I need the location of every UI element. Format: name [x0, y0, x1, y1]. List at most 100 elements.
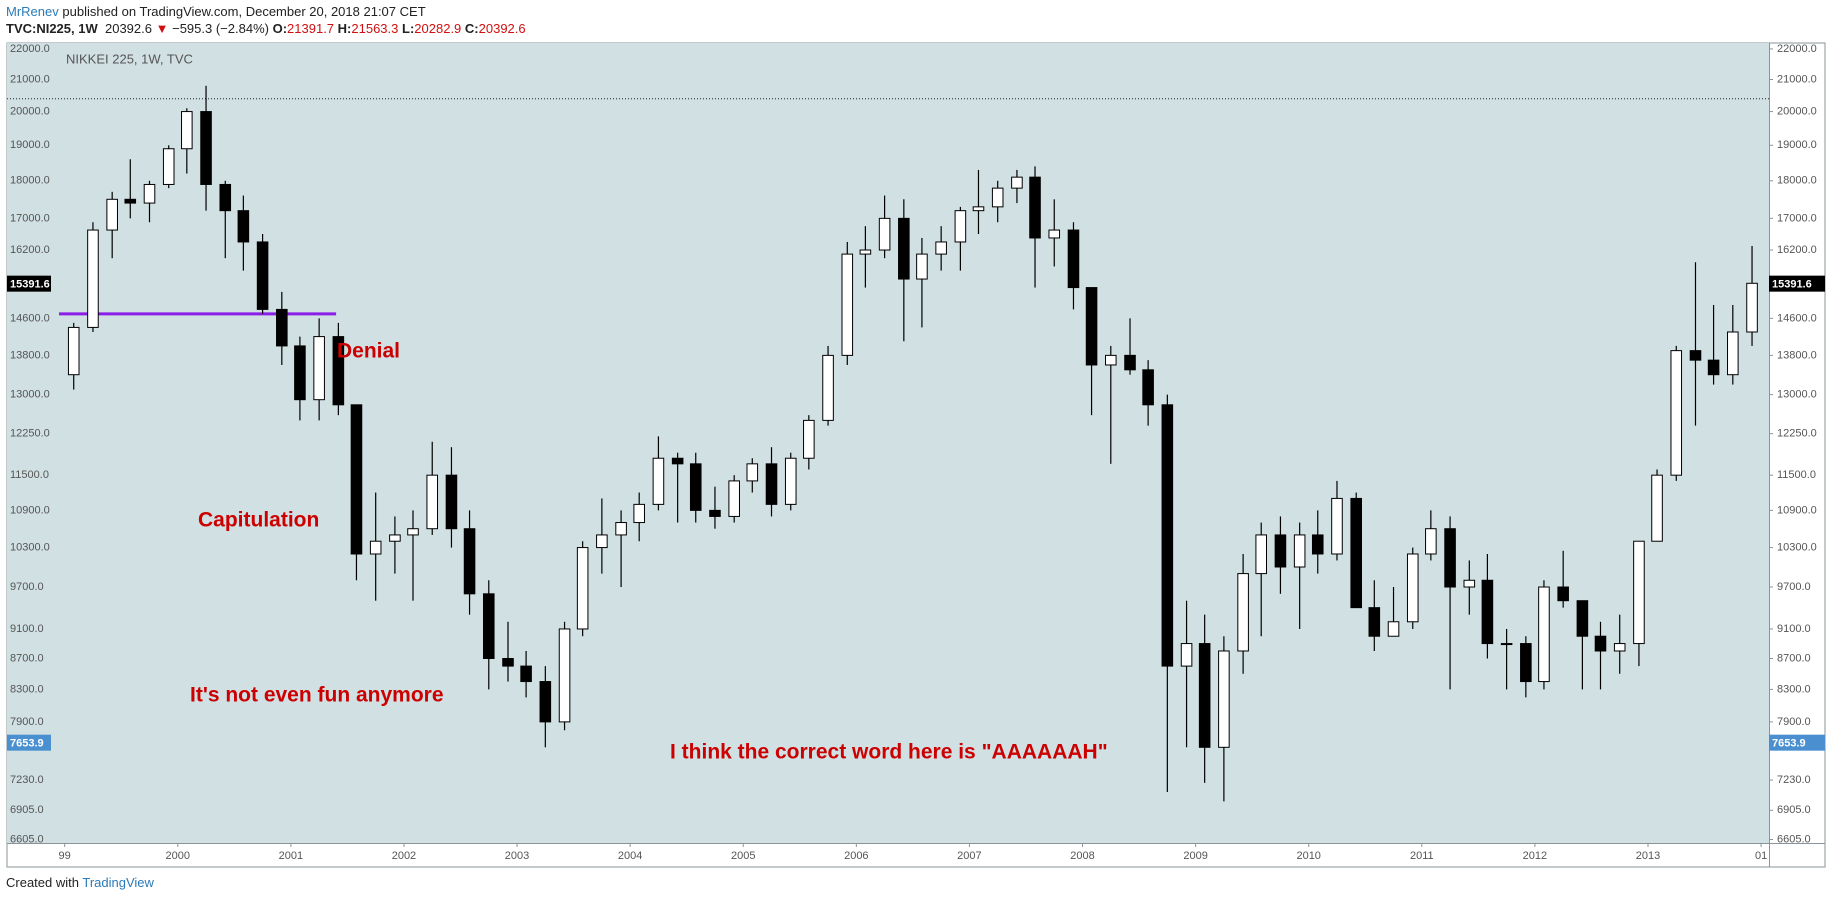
candle-body: [1198, 643, 1211, 748]
candle-body: [1293, 534, 1306, 568]
o-label: O:: [272, 21, 288, 36]
y-tick-label: 9700.0: [10, 581, 44, 593]
y-tick-label: 22000.0: [10, 43, 50, 55]
candle-body: [1029, 176, 1041, 239]
candle-body: [482, 593, 495, 659]
x-tick-label: 2011: [1410, 850, 1434, 862]
annotation: Denial: [337, 340, 400, 363]
candle-body: [181, 111, 193, 150]
y-tick-label: 17000.0: [10, 212, 50, 224]
candle-body: [916, 253, 928, 280]
candle-body: [1067, 229, 1080, 289]
candle-body: [878, 217, 891, 251]
candle-body: [972, 206, 985, 212]
candle-body: [1500, 643, 1513, 646]
candle-body: [463, 528, 476, 595]
candle-body: [332, 336, 345, 406]
y-tick-label: 11500.0: [10, 469, 49, 481]
annotation: It's not even fun anymore: [190, 684, 444, 707]
y-tick-label: 22000.0: [1777, 43, 1817, 55]
x-tick-label: 2004: [618, 850, 642, 862]
y-tick-label: 18000.0: [1777, 175, 1817, 187]
candle-body: [313, 336, 325, 401]
candle-body: [502, 657, 514, 667]
footer-text: Created with: [6, 875, 79, 890]
y-tick-label: 6605.0: [1777, 833, 1811, 845]
candle-body: [633, 503, 645, 524]
chart-title: NIKKEI 225, 1W, TVC: [66, 51, 193, 66]
candle-body: [1538, 586, 1550, 683]
candle-body: [841, 253, 854, 356]
candle-body: [1331, 497, 1343, 555]
quote-line: TVC:NI225, 1W 20392.6 ▼ −595.3 (−2.84%) …: [6, 21, 526, 36]
candle-body: [558, 628, 571, 723]
candle-body: [1651, 474, 1663, 542]
candle-body: [389, 534, 401, 542]
y-tick-label: 6905.0: [1777, 804, 1811, 816]
candle-body: [1670, 350, 1683, 476]
price-marker-label: 15391.6: [10, 279, 50, 291]
y-tick-label: 13000.0: [10, 389, 50, 401]
arrow: ▼: [155, 21, 169, 36]
y-tick-label: 8300.0: [1777, 683, 1811, 695]
x-tick-label: 2013: [1636, 850, 1660, 862]
candle-body: [539, 681, 552, 723]
price-marker-label: 7653.9: [10, 738, 44, 750]
x-tick-label: 2002: [392, 850, 416, 862]
candle-body: [576, 547, 589, 630]
y-tick-label: 9700.0: [1777, 581, 1811, 593]
price-marker: [1769, 734, 1825, 751]
candle-body: [709, 509, 721, 517]
x-tick-label: 99: [59, 850, 71, 862]
symbol: TVC:NI225, 1W: [6, 21, 98, 36]
y-tick-label: 10900.0: [10, 504, 50, 516]
x-tick-label: 2012: [1523, 850, 1547, 862]
candle-body: [1689, 350, 1702, 361]
y-tick-label: 14600.0: [1777, 312, 1817, 324]
price-marker: [7, 734, 51, 751]
footer: Created with TradingView: [6, 875, 154, 890]
candle-body: [87, 229, 99, 328]
candle-body: [67, 326, 80, 376]
y-tick-label: 10900.0: [1777, 504, 1817, 516]
x-tick-label: 2000: [166, 850, 190, 862]
price-marker: [7, 275, 51, 292]
y-tick-label: 13800.0: [10, 349, 50, 361]
candle-body: [954, 210, 967, 243]
candle-body: [1274, 534, 1287, 568]
h-label: H:: [337, 21, 352, 36]
publish-line: MrRenev published on TradingView.com, De…: [6, 4, 426, 19]
x-tick-label: 01: [1755, 850, 1767, 862]
y-tick-label: 19000.0: [10, 139, 50, 151]
candle-body: [784, 457, 797, 505]
candle-body: [746, 463, 759, 482]
x-tick-label: 2005: [731, 850, 755, 862]
x-tick-label: 2010: [1296, 850, 1320, 862]
x-tick-label: 2006: [844, 850, 868, 862]
y-tick-label: 21000.0: [1777, 73, 1817, 85]
candle-body: [1311, 534, 1324, 555]
close: 20392.6: [478, 21, 526, 36]
candle-body: [1727, 331, 1739, 376]
candle-body: [445, 474, 458, 530]
candle-body: [1746, 282, 1758, 333]
candle-body: [106, 198, 118, 231]
x-tick-label: 2008: [1070, 850, 1094, 862]
candle-body: [1237, 573, 1249, 652]
low: 20282.9: [414, 21, 462, 36]
brand[interactable]: TradingView: [82, 875, 154, 890]
plot-area: [7, 43, 1769, 843]
y-tick-label: 12250.0: [1777, 428, 1817, 440]
y-tick-label: 7900.0: [10, 716, 44, 728]
candle-body: [1613, 643, 1626, 652]
candle-body: [1387, 621, 1400, 637]
candle-body: [1463, 579, 1476, 588]
author[interactable]: MrRenev: [6, 4, 59, 19]
y-tick-label: 16200.0: [1777, 244, 1817, 256]
candle-body: [935, 241, 947, 255]
candle-body: [615, 522, 627, 536]
candle-body: [350, 404, 363, 555]
y-tick-label: 14600.0: [10, 312, 50, 324]
y-tick-label: 8300.0: [10, 683, 44, 695]
